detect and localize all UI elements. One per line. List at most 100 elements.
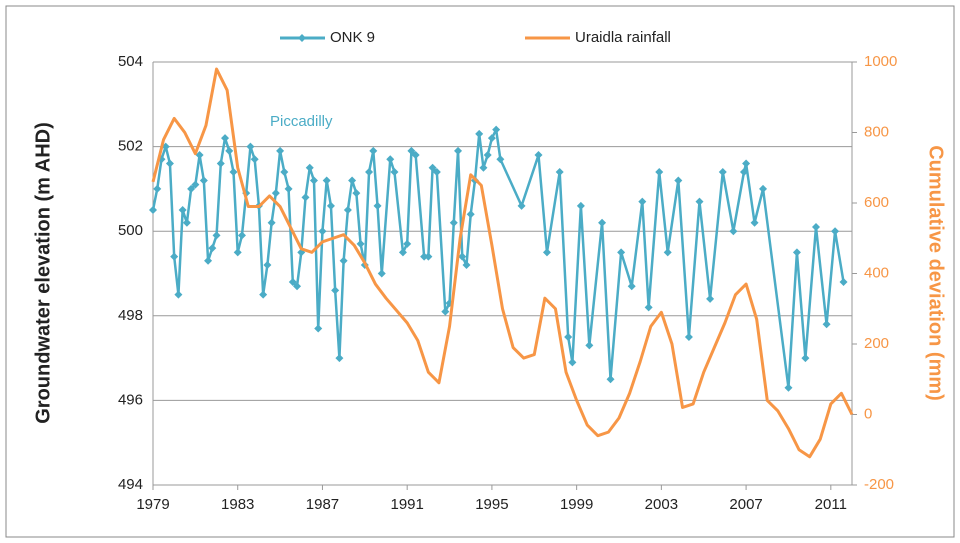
marker [458, 252, 467, 261]
marker [390, 167, 399, 176]
marker [706, 294, 715, 303]
marker [293, 282, 302, 291]
marker [655, 167, 664, 176]
x-tick-label: 2011 [815, 496, 847, 513]
marker [496, 155, 505, 164]
marker [216, 159, 225, 168]
marker [576, 201, 585, 210]
marker [170, 252, 179, 261]
marker [335, 354, 344, 363]
marker [407, 146, 416, 155]
y-tick-label: 496 [118, 391, 143, 408]
marker [191, 180, 200, 189]
marker [739, 167, 748, 176]
marker [564, 332, 573, 341]
marker [331, 286, 340, 295]
series-line [151, 128, 845, 389]
marker [280, 167, 289, 176]
marker [182, 218, 191, 227]
marker [314, 324, 323, 333]
marker [322, 176, 331, 185]
marker [369, 146, 378, 155]
marker [742, 159, 751, 168]
marker [822, 320, 831, 329]
marker [309, 176, 318, 185]
marker [811, 222, 820, 231]
legend-marker [298, 34, 306, 42]
marker [424, 252, 433, 261]
x-tick-label: 1983 [221, 496, 254, 513]
marker [568, 358, 577, 367]
marker [365, 167, 374, 176]
marker [638, 197, 647, 206]
marker [348, 176, 357, 185]
marker [585, 341, 594, 350]
marker [606, 375, 615, 384]
y-tick-label: 498 [118, 307, 143, 324]
marker [204, 256, 213, 265]
marker [221, 134, 230, 143]
marker [149, 206, 157, 215]
marker [750, 218, 759, 227]
marker [271, 189, 280, 198]
y2-tick-label: -200 [864, 476, 894, 493]
marker [483, 151, 492, 160]
marker [475, 129, 484, 138]
marker [411, 151, 420, 160]
marker [305, 163, 314, 172]
x-tick-label: 1991 [390, 496, 423, 513]
marker [718, 167, 727, 176]
marker [225, 146, 234, 155]
marker [187, 184, 196, 193]
marker [428, 163, 437, 172]
y-tick-label: 504 [118, 53, 143, 70]
marker [212, 231, 221, 240]
y-tick-label: 502 [118, 138, 143, 155]
marker [479, 163, 488, 172]
marker [487, 134, 496, 143]
marker [432, 167, 441, 176]
legend-label: Uraidla rainfall [575, 29, 671, 46]
x-tick-label: 1995 [475, 496, 508, 513]
marker [831, 227, 840, 236]
marker [174, 290, 183, 299]
marker [343, 206, 352, 215]
marker [598, 218, 607, 227]
x-tick-label: 2003 [645, 496, 678, 513]
marker [263, 261, 272, 270]
y2-tick-label: 800 [864, 123, 889, 140]
marker [729, 227, 738, 236]
marker [663, 248, 672, 257]
marker [386, 155, 395, 164]
marker [352, 189, 361, 198]
marker [288, 277, 297, 286]
marker [318, 227, 327, 236]
marker [259, 290, 268, 299]
marker [237, 231, 246, 240]
marker [627, 282, 636, 291]
marker [542, 248, 551, 257]
marker [301, 193, 310, 202]
x-tick-label: 1979 [136, 496, 169, 513]
marker [492, 125, 501, 134]
marker [377, 269, 386, 278]
marker [208, 244, 217, 253]
annotation: Piccadilly [270, 113, 333, 130]
marker [695, 197, 704, 206]
x-tick-label: 1987 [306, 496, 339, 513]
y2-axis-label: Cumulative deviation (mm) [925, 145, 947, 401]
marker [267, 218, 276, 227]
marker [153, 184, 162, 193]
marker [178, 206, 187, 215]
marker [801, 354, 810, 363]
marker [403, 239, 412, 248]
marker [356, 239, 365, 248]
marker [420, 252, 429, 261]
marker [759, 184, 768, 193]
marker [792, 248, 801, 257]
marker [555, 167, 564, 176]
marker [326, 201, 335, 210]
marker [534, 151, 543, 160]
marker [398, 248, 407, 257]
